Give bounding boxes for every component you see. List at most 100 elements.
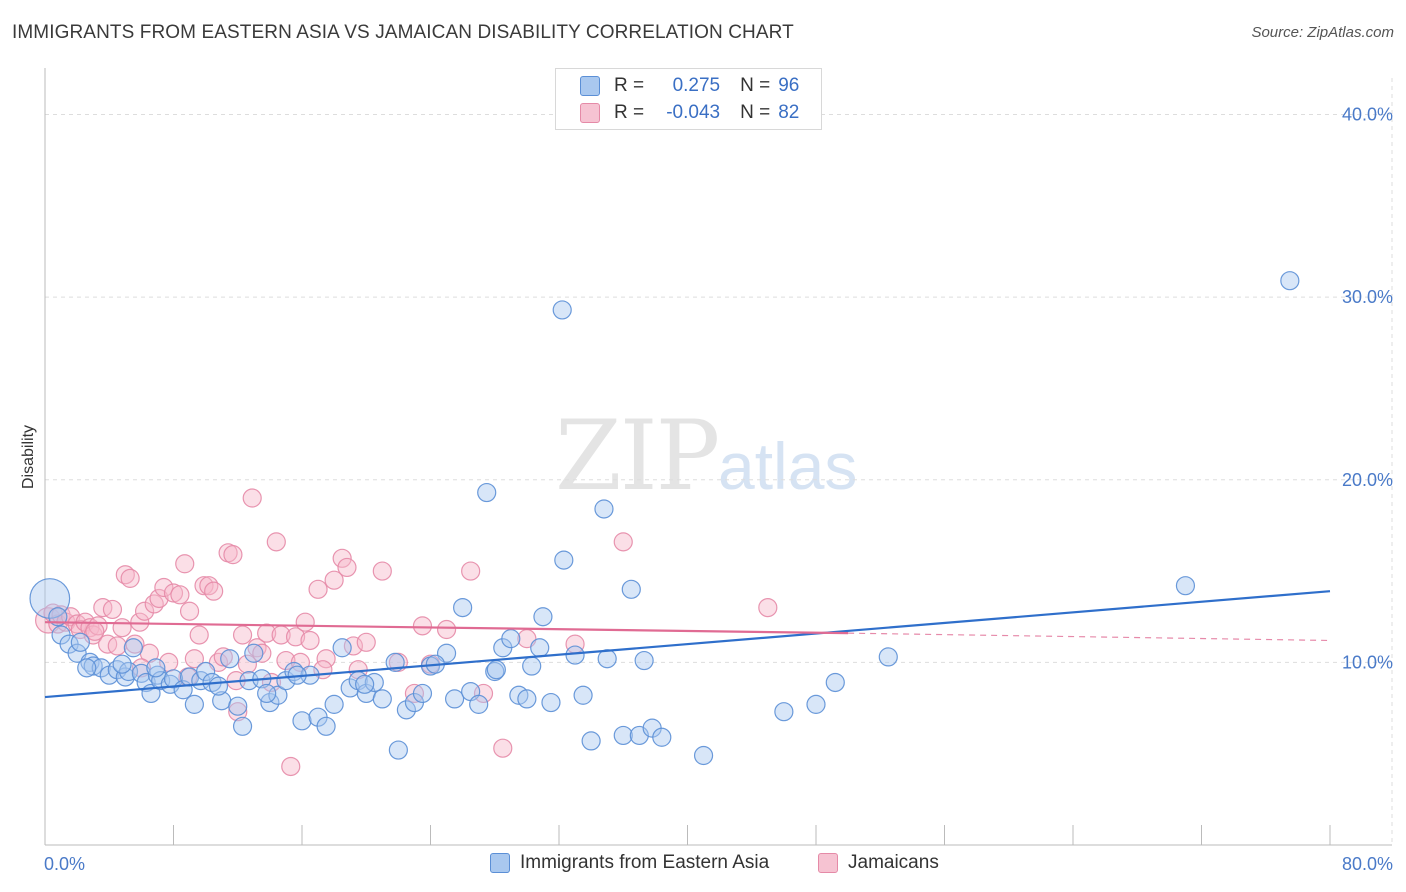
jamaicans-point — [189, 625, 209, 645]
jamaicans-point — [67, 614, 87, 634]
n-value: 96 — [778, 75, 800, 96]
jamaicans-point — [107, 636, 127, 656]
legend-label: Immigrants from Eastern Asia — [520, 852, 770, 873]
eastern-asia-point — [412, 683, 433, 704]
jamaicans-point — [179, 601, 200, 621]
correlation-legend: R = 0.275 N = 96 R = -0.043 N = 82 — [555, 68, 822, 130]
jamaicans-point — [337, 557, 357, 578]
legend-item-eastern-asia[interactable]: Immigrants from Eastern Asia — [490, 852, 769, 874]
jamaicans-point — [308, 579, 328, 599]
jamaicans-point — [130, 612, 150, 632]
jamaicans-point — [154, 577, 174, 598]
eastern-asia-points — [29, 271, 1300, 766]
eastern-asia-point — [594, 499, 614, 519]
x-tick-label: 80.0% — [1342, 854, 1393, 874]
watermark-atlas: atlas — [718, 429, 858, 503]
jamaicans-point — [281, 756, 301, 777]
jamaicans-point — [613, 532, 633, 552]
legend-swatch-blue — [580, 76, 600, 96]
eastern-asia-point — [364, 672, 384, 693]
jamaicans-point — [213, 647, 233, 667]
jamaicans-point — [300, 630, 320, 651]
eastern-asia-point — [597, 649, 617, 669]
y-tick-label: 10.0% — [1342, 652, 1393, 672]
jamaicans-point — [112, 618, 132, 638]
eastern-asia-point — [388, 740, 408, 760]
eastern-asia-point — [477, 482, 497, 503]
eastern-asia-point — [581, 731, 601, 751]
jamaicans-point — [131, 658, 151, 678]
eastern-asia-point — [163, 669, 184, 689]
r-label: R = — [614, 75, 645, 96]
eastern-asia-point — [146, 658, 166, 678]
jamaicans-point — [412, 616, 433, 636]
legend-item-jamaicans[interactable]: Jamaicans — [818, 852, 939, 874]
eastern-asia-point — [652, 727, 672, 747]
eastern-asia-point — [112, 654, 132, 674]
eastern-asia-point — [115, 667, 135, 687]
tick-labels: 10.0% 20.0% 30.0% 40.0% 0.0% 80.0% — [44, 105, 1393, 874]
eastern-asia-point — [1175, 576, 1196, 596]
eastern-asia-point — [228, 696, 248, 716]
jamaicans-point — [88, 616, 108, 636]
jamaicans-point — [356, 632, 376, 652]
jamaicans-point — [461, 561, 481, 581]
watermark-zip: ZIP — [555, 400, 720, 512]
jamaicans-point — [184, 649, 204, 669]
legend-label: Jamaicans — [848, 852, 939, 873]
jamaicans-point — [232, 625, 253, 645]
eastern-asia-point — [316, 716, 336, 736]
eastern-asia-point — [573, 685, 593, 705]
jamaicans-point — [316, 649, 336, 669]
eastern-asia-point — [634, 650, 654, 671]
jamaicans-point — [332, 548, 352, 568]
n-value: 82 — [778, 102, 800, 123]
legend-swatch-pink — [818, 853, 838, 873]
eastern-asia-point — [613, 725, 633, 746]
eastern-asia-point — [693, 745, 714, 766]
eastern-asia-point — [453, 597, 473, 618]
eastern-asia-point — [565, 645, 585, 665]
jamaicans-point — [149, 588, 169, 609]
r-label: R = — [614, 102, 645, 123]
eastern-asia-point — [372, 689, 392, 709]
jamaicans-point — [436, 619, 457, 640]
eastern-asia-point — [533, 607, 553, 627]
r-value: 0.275 — [672, 75, 721, 96]
jamaicans-trend-line-extrapolated — [848, 632, 1331, 642]
jamaicans-point — [242, 488, 262, 508]
eastern-asia-point — [825, 672, 845, 693]
eastern-asia-point — [184, 694, 204, 714]
eastern-asia-point — [444, 689, 465, 709]
eastern-asia-point — [232, 716, 253, 736]
x-tick-label: 0.0% — [44, 854, 85, 874]
eastern-asia-point — [878, 647, 898, 667]
eastern-asia-point — [257, 683, 277, 704]
jamaicans-point — [223, 545, 243, 565]
jamaicans-point — [237, 654, 257, 674]
eastern-asia-point — [244, 643, 264, 663]
eastern-asia-point — [522, 656, 542, 676]
eastern-asia-point — [774, 702, 794, 722]
jamaicans-point — [120, 568, 140, 588]
chart-source: Source: ZipAtlas.com — [1251, 24, 1394, 41]
jamaicans-point — [194, 576, 214, 596]
jamaicans-trend-line — [44, 621, 849, 635]
legend-row-eastern-asia: R = 0.275 N = 96 — [580, 73, 799, 99]
jamaicans-point — [493, 738, 513, 758]
jamaicans-point — [372, 561, 392, 581]
eastern-asia-point — [70, 632, 90, 652]
chart-title: IMMIGRANTS FROM EASTERN ASIA VS JAMAICAN… — [12, 22, 794, 43]
y-tick-label: 40.0% — [1342, 105, 1393, 125]
eastern-asia-point — [208, 676, 229, 696]
eastern-asia-point — [396, 700, 417, 720]
legend-row-jamaicans: R = -0.043 N = 82 — [580, 100, 799, 126]
eastern-asia-point — [83, 656, 103, 676]
y-tick-label: 30.0% — [1342, 287, 1393, 307]
jamaicans-point — [285, 627, 306, 647]
axes — [44, 68, 1392, 846]
eastern-asia-point — [220, 649, 240, 669]
jamaicans-point — [93, 597, 113, 618]
jamaicans-point — [324, 570, 344, 590]
jamaicans-point — [204, 581, 224, 601]
